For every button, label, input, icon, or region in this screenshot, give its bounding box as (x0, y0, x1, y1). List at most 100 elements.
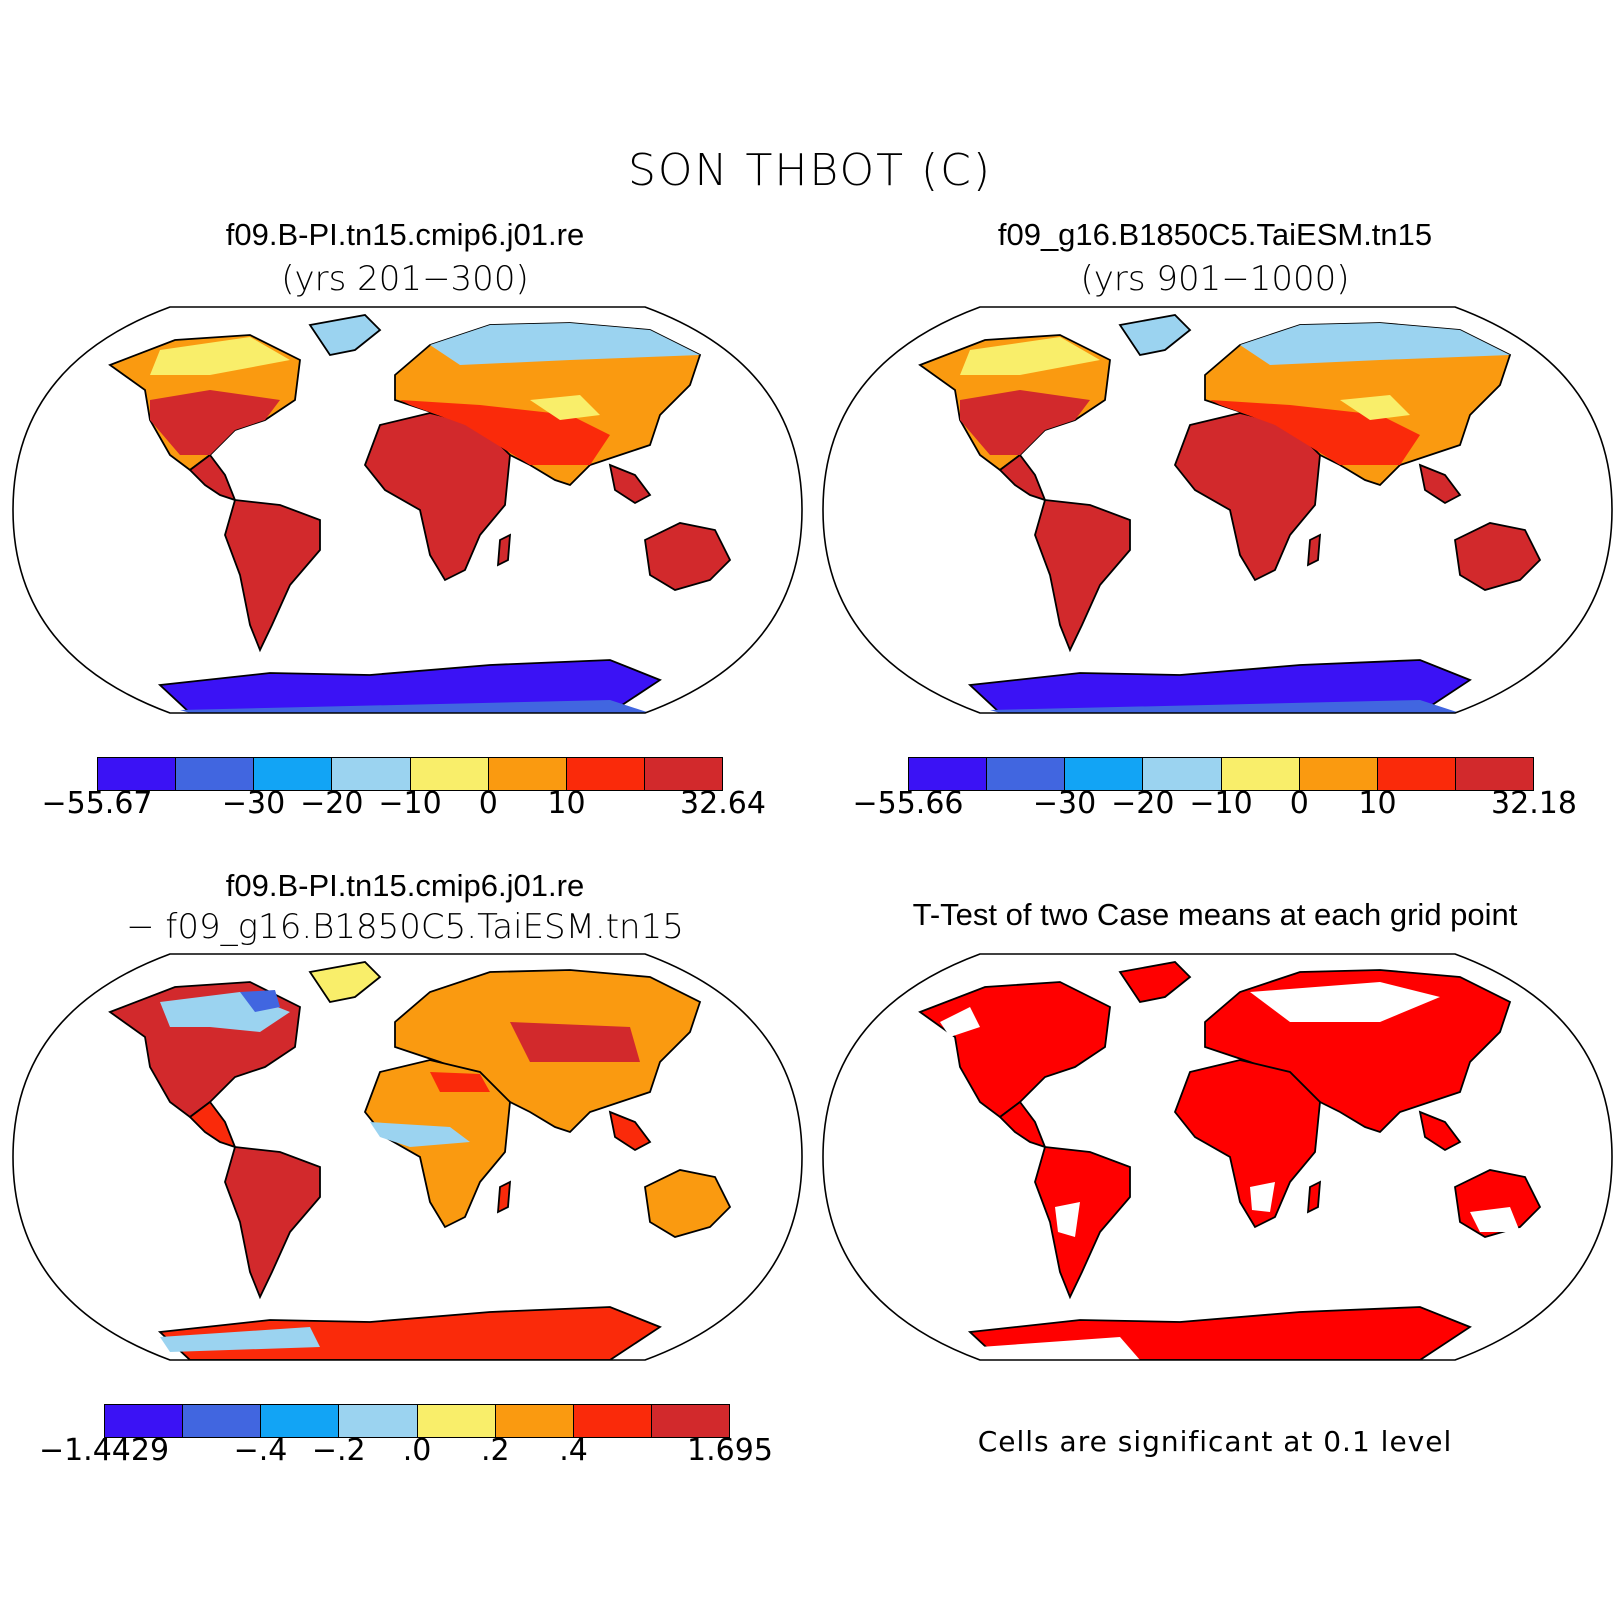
land-se_asia (608, 1110, 652, 1152)
temperature-band (150, 337, 290, 375)
colorbar-swatch (105, 1405, 184, 1437)
land-se_asia (608, 463, 652, 505)
temperature-band (1240, 323, 1510, 365)
map-outline (12, 306, 803, 714)
non-significant-area (1250, 982, 1440, 1022)
panel-tl-subtitle: (yrs 201−300) (281, 259, 529, 299)
colorbar-tick-label: −30 (221, 786, 286, 821)
land-samerica (1034, 1146, 1131, 1300)
colorbar-swatch (651, 1405, 729, 1437)
land-samerica (224, 1146, 321, 1300)
non-significant-area (940, 1007, 980, 1037)
colorbar-tick-label: 32.64 (680, 786, 766, 821)
colorbar-swatch (98, 758, 177, 790)
temperature-band (530, 395, 600, 420)
colorbar-swatch (254, 758, 333, 790)
colorbar-tick-label: −.4 (233, 1433, 288, 1468)
land-greenland (1118, 314, 1192, 357)
land-samerica (1034, 499, 1131, 653)
colorbar-tick-label: −.2 (311, 1433, 366, 1468)
map-panel-bl (12, 953, 803, 1361)
colorbar-swatch (332, 758, 411, 790)
map-panel-tr (822, 306, 1613, 714)
colorbar-tick-label: .0 (402, 1433, 432, 1468)
panel-bl-title: f09.B-PI.tn15.cmip6.j01.re (225, 868, 585, 903)
land-se_asia (1418, 463, 1462, 505)
colorbar-tick-label: .4 (559, 1433, 588, 1468)
temperature-band (960, 390, 1090, 455)
land-madagascar (1306, 1180, 1322, 1214)
colorbar-swatch (261, 1405, 340, 1437)
colorbar-boxes (104, 1404, 730, 1438)
colorbar-tick-label: .2 (480, 1433, 510, 1468)
temperature-band (150, 390, 280, 455)
land-australia (1454, 522, 1542, 591)
difference-patch (370, 1122, 470, 1147)
colorbar-tr (908, 757, 1534, 791)
colorbar-tick-label: −10 (1189, 786, 1253, 821)
land-samerica (224, 499, 321, 653)
temperature-band (990, 700, 1460, 713)
map-panel-br (822, 953, 1613, 1361)
land-madagascar (496, 533, 512, 567)
temperature-band (960, 337, 1100, 375)
colorbar-swatch (987, 758, 1066, 790)
non-significant-area (1250, 1182, 1275, 1212)
colorbar-bl (104, 1404, 730, 1438)
colorbar-swatch (566, 758, 645, 790)
land-antarctica (967, 659, 1472, 713)
colorbar-tick-label: −1.4429 (38, 1433, 170, 1468)
non-significant-area (1470, 1207, 1520, 1232)
colorbar-boxes (97, 757, 723, 791)
land-greenland (308, 314, 382, 357)
colorbar-tick-label: 0 (478, 786, 498, 821)
colorbar-boxes (908, 757, 1534, 791)
non-significant-area (1055, 1202, 1080, 1237)
land-greenland (308, 961, 382, 1004)
land-africa (1173, 1059, 1321, 1229)
land-australia (644, 1169, 732, 1238)
colorbar-swatch (1065, 758, 1144, 790)
temperature-band (1340, 395, 1410, 420)
colorbar-swatch (495, 1405, 574, 1437)
figure-title: SON THBOT (C) (627, 145, 992, 196)
colorbar-tick-label: −20 (1111, 786, 1175, 821)
colorbar-swatch (176, 758, 255, 790)
colorbar-swatch (339, 1405, 418, 1437)
colorbar-tick-label: 10 (1358, 786, 1397, 821)
colorbar-swatch (1377, 758, 1456, 790)
panel-bl-subtitle: − f09_g16.B1850C5.TaiESM.tn15 (126, 907, 684, 947)
colorbar-swatch (410, 758, 489, 790)
colorbar-swatch (183, 1405, 262, 1437)
colorbar-swatch (909, 758, 988, 790)
colorbar-tl (97, 757, 723, 791)
difference-patch (510, 1022, 640, 1062)
land-madagascar (496, 1180, 512, 1214)
map-outline (822, 306, 1613, 714)
land-madagascar (1306, 533, 1322, 567)
land-australia (644, 522, 732, 591)
colorbar-swatch (1299, 758, 1378, 790)
colorbar-swatch (488, 758, 567, 790)
colorbar-swatch (1455, 758, 1533, 790)
map-panel-tl (12, 306, 803, 714)
panel-tl-title: f09.B-PI.tn15.cmip6.j01.re (225, 217, 585, 252)
colorbar-tick-label: 32.18 (1491, 786, 1577, 821)
land-greenland (1118, 961, 1192, 1004)
colorbar-tick-label: 10 (547, 786, 586, 821)
panel-tr-title: f09_g16.B1850C5.TaiESM.tn15 (997, 217, 1433, 252)
colorbar-tick-label: −30 (1032, 786, 1097, 821)
colorbar-tick-label: −55.66 (852, 786, 964, 821)
colorbar-swatch (1221, 758, 1300, 790)
difference-patch (430, 1072, 490, 1092)
colorbar-tick-label: −10 (378, 786, 442, 821)
colorbar-tick-label: −20 (300, 786, 364, 821)
colorbar-tick-label: 1.695 (687, 1433, 773, 1468)
colorbar-swatch (417, 1405, 496, 1437)
panel-br-title: T-Test of two Case means at each grid po… (912, 897, 1518, 932)
map-outline (12, 953, 803, 1361)
temperature-band (180, 700, 650, 713)
land-antarctica (157, 659, 662, 713)
colorbar-tick-label: −55.67 (41, 786, 153, 821)
land-se_asia (1418, 1110, 1462, 1152)
